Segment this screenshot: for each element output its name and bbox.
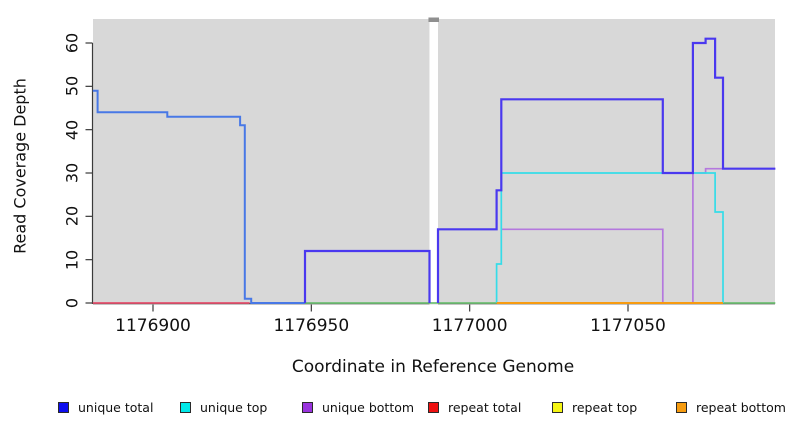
y-tick-label: 10 xyxy=(62,249,82,270)
series-unique-total-left-segment xyxy=(92,89,305,304)
x-tick-label: 1177050 xyxy=(590,316,666,336)
x-tick-label: 1176900 xyxy=(115,316,191,336)
legend-item-repeat-bottom: repeat bottom xyxy=(676,396,786,418)
legend-label-unique-top: unique top xyxy=(200,399,268,415)
legend-label-unique-bottom: unique bottom xyxy=(322,399,415,415)
legend-item-unique-total: unique total xyxy=(58,396,153,418)
y-tick-label: 40 xyxy=(62,119,82,140)
x-tick-label: 1176950 xyxy=(273,316,350,336)
y-tick-label: 50 xyxy=(62,76,82,97)
legend-swatch-repeat-bottom xyxy=(676,401,687,413)
y-axis-title: Read Coverage Depth xyxy=(10,78,30,254)
y-tick-label: 0 xyxy=(62,297,82,309)
legend-item-repeat-top: repeat top xyxy=(552,396,637,418)
legend: unique total unique top unique bottom repea… xyxy=(0,396,792,420)
legend-label-repeat-bottom: repeat bottom xyxy=(696,399,786,415)
series-unique-total-right-segment xyxy=(303,249,431,303)
legend-item-unique-top: unique top xyxy=(180,396,267,418)
legend-item-unique-bottom: unique bottom xyxy=(302,396,414,418)
series-unique-total-right-segment xyxy=(436,37,776,303)
x-tick-label: 1177000 xyxy=(431,316,508,336)
y-tick-label: 30 xyxy=(62,162,82,184)
legend-swatch-repeat-top xyxy=(552,401,563,413)
legend-label-unique-total: unique total xyxy=(78,399,154,415)
legend-swatch-unique-total xyxy=(58,401,69,413)
legend-swatch-repeat-total xyxy=(428,401,439,413)
series-unique-bottom xyxy=(501,167,776,304)
y-tick-label: 20 xyxy=(62,206,82,227)
series-unique-top xyxy=(495,172,724,303)
legend-swatch-unique-bottom xyxy=(302,401,313,413)
coverage-gap xyxy=(429,19,439,305)
legend-item-repeat-total: repeat total xyxy=(428,396,521,418)
legend-swatch-unique-top xyxy=(180,401,191,413)
legend-label-repeat-top: repeat top xyxy=(572,399,638,415)
x-axis-title: Coordinate in Reference Genome xyxy=(291,357,575,377)
coverage-gap-cap xyxy=(428,17,440,22)
y-tick-label: 60 xyxy=(62,32,82,54)
legend-label-repeat-total: repeat total xyxy=(448,399,522,415)
